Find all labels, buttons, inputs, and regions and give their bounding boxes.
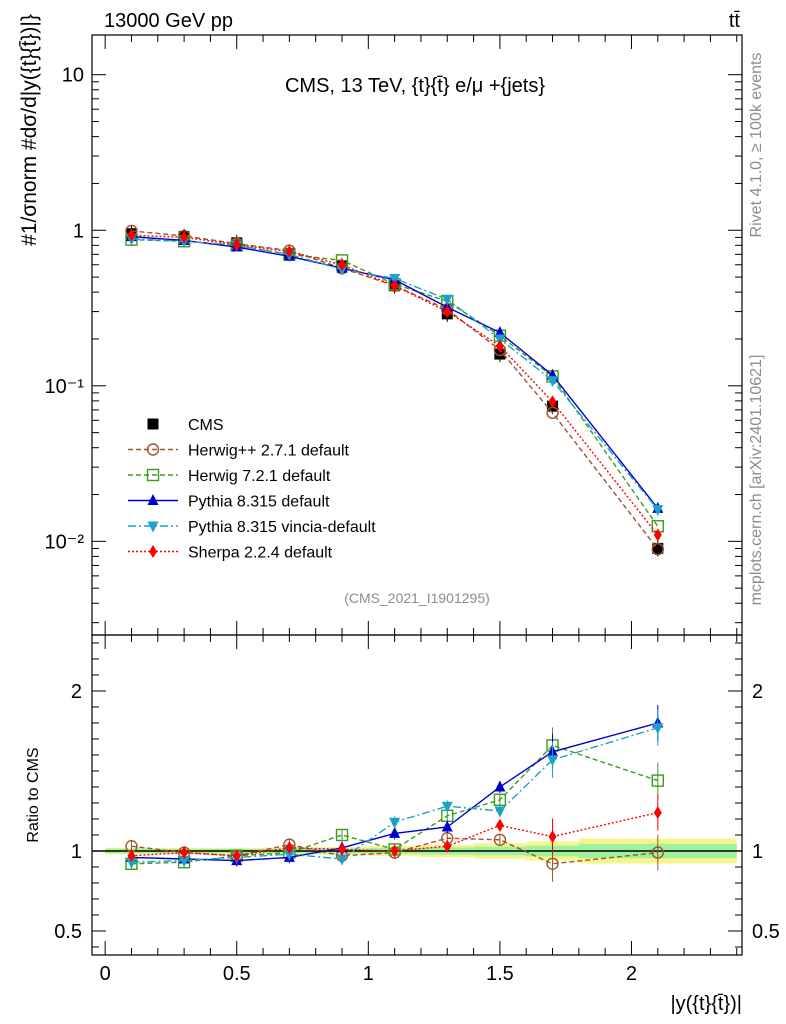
series-line-herwig-2-7-1-default [131, 230, 659, 550]
ratio-axis-ticks: 0.5 0.5 1 1 2 2 0 0.5 1 1.5 2 [54, 635, 780, 985]
legend-label-herwig-7-2-1-default: Herwig 7.2.1 default [188, 468, 331, 485]
x-tick-label: 1 [363, 963, 374, 985]
ratio-frame [91, 634, 743, 956]
ratio-point-herwig-2-7-1-default [493, 833, 507, 846]
legend-label-herwig-2-7-1-default: Herwig++ 2.7.1 default [188, 443, 350, 460]
data-point-sherpa-2-2-4-default [338, 258, 346, 272]
process-label: tt̄ [729, 10, 741, 32]
ratio-point-sherpa-2-2-4-default [180, 846, 189, 860]
legend-marker-sherpa-2-2-4-default [149, 545, 157, 558]
ratio-point-pythia-8-315-vincia-default [494, 806, 506, 818]
energy-label: 13000 GeV pp [104, 10, 233, 32]
data-point-sherpa-2-2-4-default [285, 245, 294, 259]
data-point-sherpa-2-2-4-default [180, 230, 189, 244]
ratio-y-tick-label-right: 0.5 [752, 921, 780, 943]
data-point-pythia-8-315-vincia-default [441, 294, 453, 306]
x-axis-label: |y({t}{t̄})| [670, 993, 742, 1015]
ratio-point-pythia-8-315-vincia-default [547, 755, 559, 767]
ratio-point-herwig-7-2-1-default [335, 828, 349, 842]
ratio-point-sherpa-2-2-4-default [285, 841, 294, 855]
series-line-herwig-7-2-1-default [131, 238, 659, 527]
main-series-group [125, 224, 664, 557]
ratio-point-pythia-8-315-vincia-default [652, 723, 664, 735]
ratio-y-tick-label-right: 1 [752, 841, 763, 863]
ratio-series-group [125, 705, 664, 882]
ratio-point-sherpa-2-2-4-default [495, 818, 504, 832]
ratio-point-sherpa-2-2-4-default [338, 842, 346, 856]
data-point-pythia-8-315-default [494, 326, 506, 338]
series-line-pythia-8-315-vincia-default [131, 238, 659, 511]
ratio-y-tick-label-right: 2 [752, 681, 763, 703]
ratio-point-pythia-8-315-default [389, 826, 401, 838]
ratio-point-pythia-8-315-default [441, 820, 453, 832]
data-point-pythia-8-315-vincia-default [547, 376, 559, 388]
main-panel: 10⁻² 10⁻¹ 1 10 CMS, 13 TeV, {t}{t̄} e/μ +{j… [18, 14, 743, 636]
data-point-sherpa-2-2-4-default [390, 279, 399, 293]
legend-marker-pythia-8-315-vincia-default [147, 521, 159, 533]
analysis-watermark: (CMS_2021_I1901295) [344, 590, 490, 606]
ratio-point-pythia-8-315-vincia-default [125, 857, 137, 869]
ratio-point-pythia-8-315-vincia-default [336, 854, 348, 866]
data-point-cms [652, 542, 664, 554]
data-point-cms [494, 348, 506, 360]
rivet-version-label: Rivet 4.1.0, ≥ 100k events [748, 53, 765, 238]
x-tick-label: 0 [100, 963, 111, 985]
legend: CMS Herwig++ 2.7.1 default Herwig 7.2.1 de… [128, 417, 376, 562]
data-point-sherpa-2-2-4-default [443, 305, 452, 319]
ratio-line-herwig-7-2-1-default [131, 744, 659, 865]
main-y-tick-label: 10 [62, 65, 84, 87]
ratio-point-herwig-2-7-1-default [651, 846, 664, 859]
ratio-point-herwig-2-7-1-default [546, 857, 559, 870]
ratio-point-pythia-8-315-vincia-default [441, 801, 453, 813]
ratio-point-sherpa-2-2-4-default [548, 830, 557, 844]
ratio-point-sherpa-2-2-4-default [653, 806, 662, 820]
ratio-point-pythia-8-315-vincia-default [283, 849, 295, 861]
main-axis-ticks: 10⁻² 10⁻¹ 1 10 [45, 35, 742, 635]
ratio-point-herwig-7-2-1-default [651, 774, 664, 787]
x-tick-label: 2 [626, 963, 637, 985]
ratio-point-sherpa-2-2-4-default [232, 849, 241, 863]
main-y-tick-label: 10⁻² [45, 531, 85, 553]
legend-marker-cms [147, 418, 159, 430]
legend-marker-herwig-7-2-1-default [146, 468, 160, 482]
ratio-line-herwig-2-7-1-default [131, 837, 658, 865]
chart-title: CMS, 13 TeV, {t}{t̄} e/μ +{jets} [285, 75, 545, 97]
data-point-sherpa-2-2-4-default [548, 395, 557, 409]
data-point-herwig-2-7-1-default [651, 543, 664, 556]
legend-label-sherpa-2-2-4-default: Sherpa 2.2.4 default [188, 545, 333, 562]
ratio-point-pythia-8-315-default [494, 780, 506, 792]
data-point-sherpa-2-2-4-default [127, 228, 136, 242]
legend-marker-pythia-8-315-default [147, 494, 159, 505]
data-point-sherpa-2-2-4-default [495, 339, 504, 353]
legend-label-pythia-8-315-vincia-default: Pythia 8.315 vincia-default [188, 519, 376, 536]
legend-marker-herwig-2-7-1-default [146, 443, 160, 456]
legend-label-cms: CMS [188, 417, 224, 434]
ratio-point-sherpa-2-2-4-default [390, 844, 399, 858]
ratio-y-tick-label-left: 2 [71, 681, 82, 703]
ratio-point-pythia-8-315-vincia-default [389, 817, 401, 829]
x-tick-label: 1.5 [486, 963, 514, 985]
series-line-sherpa-2-2-4-default [131, 234, 659, 536]
data-point-sherpa-2-2-4-default [232, 237, 241, 251]
main-y-tick-label: 10⁻¹ [45, 376, 85, 398]
ratio-point-sherpa-2-2-4-default [443, 839, 452, 853]
ratio-series-sherpa-2-2-4-default [127, 794, 662, 863]
ratio-panel: 0.5 0.5 1 1 2 2 0 0.5 1 1.5 2 Ratio to CMS |y({t}{… [25, 634, 780, 1015]
main-y-tick-label: 1 [73, 220, 84, 242]
legend-label-pythia-8-315-default: Pythia 8.315 default [188, 494, 330, 511]
ratio-y-axis-label: Ratio to CMS [25, 747, 42, 842]
mcplots-label: mcplots.cern.ch [arXiv:2401.10621] [748, 355, 765, 606]
data-point-pythia-8-315-vincia-default [652, 505, 664, 517]
ratio-y-tick-label-left: 0.5 [54, 921, 82, 943]
series-sherpa-2-2-4-default [127, 228, 662, 542]
main-y-axis-label: #1/σnorm #dσ/d|y({t}{t̄})|} [18, 14, 41, 246]
ratio-point-sherpa-2-2-4-default [127, 849, 136, 863]
data-point-sherpa-2-2-4-default [653, 528, 662, 542]
ratio-line-pythia-8-315-vincia-default [131, 727, 658, 863]
ratio-line-sherpa-2-2-4-default [131, 811, 658, 857]
x-tick-label: 0.5 [223, 963, 251, 985]
ratio-y-tick-label-left: 1 [71, 841, 82, 863]
ratio-point-pythia-8-315-vincia-default [178, 856, 190, 868]
